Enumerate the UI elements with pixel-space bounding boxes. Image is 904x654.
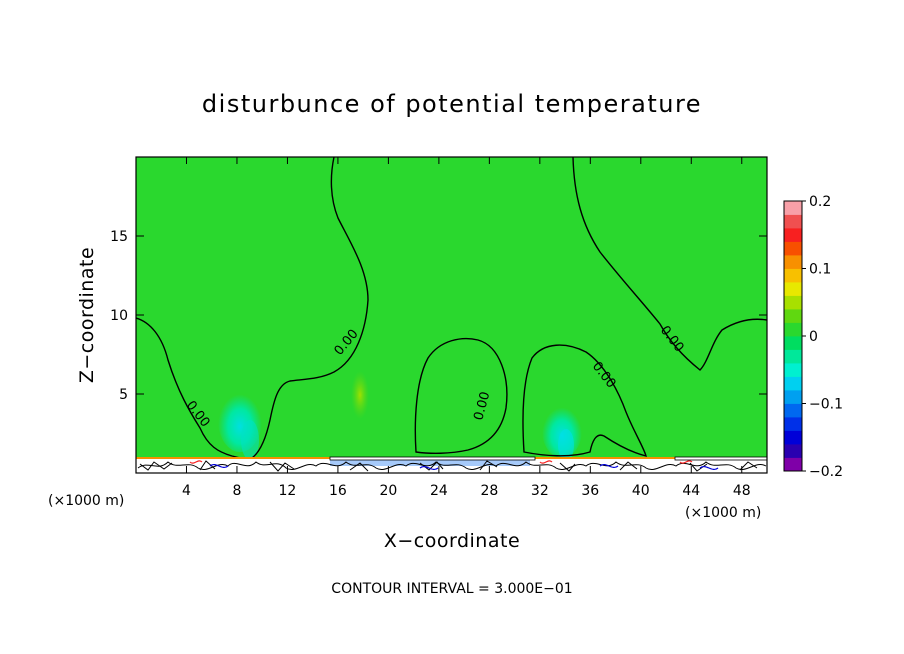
colorbar-cell — [784, 336, 802, 350]
contour-label: 0.00 — [471, 390, 493, 422]
colorbar-cell — [784, 282, 802, 296]
colorbar-tick-label: 0.1 — [809, 262, 831, 278]
x-tick-label: 48 — [733, 483, 751, 499]
plot-area: 0.00 0.00 0.00 0.00 0.00 — [135, 156, 768, 474]
x-tick-label: 20 — [379, 483, 397, 499]
colorbar-cell — [784, 295, 802, 310]
y-tick-marks — [136, 235, 767, 395]
colorbar-cell — [784, 390, 802, 404]
x-tick-label: 40 — [632, 483, 650, 499]
contour-zero-left — [136, 157, 369, 460]
colorbar-cell — [784, 241, 802, 256]
x-tick-label: 4 — [182, 483, 191, 499]
x-axis-label: X−coordinate — [384, 530, 520, 552]
colorbar-cell — [784, 457, 802, 472]
surface-noise-band — [136, 456, 767, 473]
colorbar-tick-label: −0.1 — [809, 397, 843, 413]
positive-patch — [351, 371, 369, 419]
x-tick-label: 12 — [279, 483, 297, 499]
colorbar-cell — [784, 322, 802, 337]
colorbar-tick-label: −0.2 — [809, 464, 843, 480]
colorbar: 0.2 0.1 0 −0.1 −0.2 — [783, 194, 843, 480]
x-unit-left: (×1000 m) — [48, 493, 124, 509]
y-tick-label: 5 — [119, 387, 128, 403]
x-unit-right: (×1000 m) — [685, 505, 761, 521]
colorbar-cell — [784, 201, 802, 215]
y-axis-label: Z−coordinate — [76, 247, 98, 383]
colorbar-cell — [784, 228, 802, 242]
chart-title: disturbunce of potential temperature — [202, 90, 702, 118]
x-tick-label: 44 — [682, 483, 700, 499]
y-tick-label: 15 — [110, 229, 128, 245]
colorbar-cell — [784, 376, 802, 391]
colorbar-cells — [784, 201, 802, 472]
x-tick-labels: 4 8 12 16 20 24 28 32 36 40 44 48 — [182, 483, 751, 499]
colorbar-cell — [784, 363, 802, 377]
x-tick-label: 16 — [329, 483, 347, 499]
x-tick-label: 24 — [430, 483, 448, 499]
x-tick-label: 32 — [531, 483, 549, 499]
colorbar-cell — [784, 417, 802, 431]
contour-zero-right — [522, 344, 647, 457]
colorbar-cell — [784, 309, 802, 323]
colorbar-labels: 0.2 0.1 0 −0.1 −0.2 — [802, 194, 843, 480]
colorbar-cell — [784, 403, 802, 418]
x-tick-marks — [185, 157, 743, 473]
contour-zero-upper-right — [572, 157, 767, 371]
contour-interval-note: CONTOUR INTERVAL = 3.000E−01 — [331, 581, 572, 597]
negative-plume-left-core — [241, 420, 259, 460]
x-tick-label: 36 — [581, 483, 599, 499]
colorbar-tick-label: 0.2 — [809, 194, 831, 210]
zero-contours — [136, 157, 767, 460]
colorbar-cell — [784, 349, 802, 364]
x-tick-label: 8 — [232, 483, 241, 499]
y-tick-labels: 5 10 15 — [110, 229, 128, 403]
y-tick-label: 10 — [110, 308, 128, 324]
colorbar-cell — [784, 268, 802, 283]
colorbar-cell — [784, 444, 802, 458]
colorbar-tick-label: 0 — [809, 329, 818, 345]
negative-plume-right-core — [558, 429, 574, 461]
colorbar-cell — [784, 430, 802, 445]
colorbar-cell — [784, 255, 802, 269]
colorbar-cell — [784, 214, 802, 229]
x-tick-label: 28 — [480, 483, 498, 499]
contour-zero-mid — [414, 337, 508, 455]
